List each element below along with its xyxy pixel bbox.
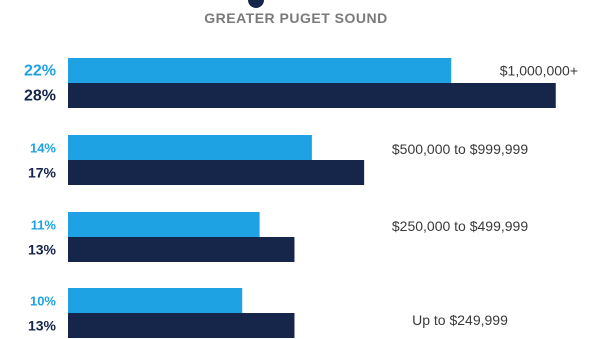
value-label-light-1: 14% xyxy=(30,141,56,156)
bar-dark-2 xyxy=(68,237,295,262)
category-label-2: $250,000 to $499,999 xyxy=(392,218,528,234)
value-label-dark-3: 13% xyxy=(28,318,57,334)
category-label-1: $500,000 to $999,999 xyxy=(392,141,528,157)
bar-dark-1 xyxy=(68,160,365,185)
bar-light-0 xyxy=(68,58,452,83)
value-label-light-2: 11% xyxy=(31,218,57,233)
category-label-3: Up to $249,999 xyxy=(412,312,508,328)
chart-title: GREATER PUGET SOUND xyxy=(204,10,388,26)
bar-light-1 xyxy=(68,135,312,160)
bar-light-3 xyxy=(68,288,243,313)
bar-dark-0 xyxy=(68,83,556,108)
bar-light-2 xyxy=(68,212,260,237)
category-label-0: $1,000,000+ xyxy=(500,63,578,79)
bar-dark-3 xyxy=(68,313,295,338)
value-label-light-0: 22% xyxy=(24,63,56,80)
value-label-dark-1: 17% xyxy=(28,165,57,181)
value-label-dark-2: 13% xyxy=(28,242,57,258)
value-label-light-3: 10% xyxy=(30,294,56,309)
decorative-swoosh xyxy=(248,0,264,8)
value-label-dark-0: 28% xyxy=(24,88,56,105)
